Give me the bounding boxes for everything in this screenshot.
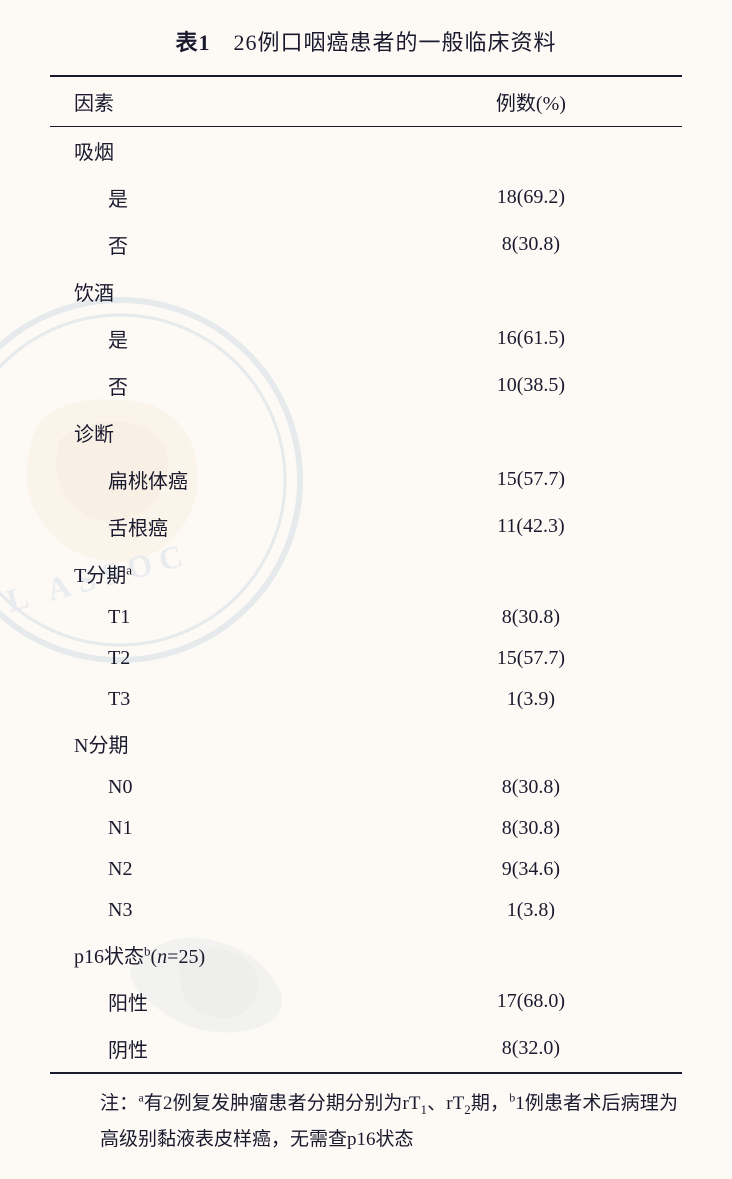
row-label: T1 [50, 597, 420, 638]
category-row: 诊断 [50, 409, 682, 456]
data-row: 扁桃体癌15(57.7) [50, 456, 682, 503]
data-row: 否10(38.5) [50, 362, 682, 409]
category-label: 诊断 [50, 409, 420, 456]
row-value: 9(34.6) [420, 849, 682, 890]
empty-cell [420, 720, 682, 767]
row-label: 是 [50, 315, 420, 362]
row-value: 1(3.8) [420, 890, 682, 931]
data-row: N18(30.8) [50, 808, 682, 849]
category-row: 饮酒 [50, 268, 682, 315]
data-row: 阴性8(32.0) [50, 1025, 682, 1073]
row-label: T3 [50, 679, 420, 720]
data-row: T215(57.7) [50, 638, 682, 679]
data-row: 否8(30.8) [50, 221, 682, 268]
row-label: T2 [50, 638, 420, 679]
row-value: 8(30.8) [420, 597, 682, 638]
category-label: T分期a [50, 550, 420, 597]
table-title: 表1 26例口咽癌患者的一般临床资料 [50, 25, 682, 57]
row-label: N0 [50, 767, 420, 808]
row-label: 否 [50, 362, 420, 409]
category-suffix: (n=25) [151, 946, 206, 968]
table-footnote: 注：a有2例复发肿瘤患者分期分别为rT1、rT2期，b1例患者术后病理为高级别黏… [50, 1086, 682, 1159]
category-label: p16状态b(n=25) [50, 931, 420, 978]
row-value: 10(38.5) [420, 362, 682, 409]
row-value: 17(68.0) [420, 978, 682, 1025]
data-row: N31(3.8) [50, 890, 682, 931]
row-label: N1 [50, 808, 420, 849]
data-row: 是18(69.2) [50, 174, 682, 221]
row-label: N2 [50, 849, 420, 890]
row-label: 阴性 [50, 1025, 420, 1073]
data-row: N29(34.6) [50, 849, 682, 890]
category-label: 吸烟 [50, 127, 420, 175]
row-value: 8(32.0) [420, 1025, 682, 1073]
row-value: 15(57.7) [420, 456, 682, 503]
category-row: N分期 [50, 720, 682, 767]
data-row: 阳性17(68.0) [50, 978, 682, 1025]
category-label: N分期 [50, 720, 420, 767]
category-label: 饮酒 [50, 268, 420, 315]
header-factor: 因素 [50, 76, 420, 127]
row-value: 8(30.8) [420, 808, 682, 849]
data-row: T18(30.8) [50, 597, 682, 638]
row-value: 1(3.9) [420, 679, 682, 720]
category-row: p16状态b(n=25) [50, 931, 682, 978]
data-row: T31(3.9) [50, 679, 682, 720]
row-label: 扁桃体癌 [50, 456, 420, 503]
empty-cell [420, 931, 682, 978]
header-count: 例数(%) [420, 76, 682, 127]
empty-cell [420, 550, 682, 597]
clinical-data-table: 因素 例数(%) 吸烟是18(69.2)否8(30.8)饮酒是16(61.5)否… [50, 75, 682, 1074]
category-row: T分期a [50, 550, 682, 597]
category-row: 吸烟 [50, 127, 682, 175]
row-value: 11(42.3) [420, 503, 682, 550]
table-header-row: 因素 例数(%) [50, 76, 682, 127]
empty-cell [420, 409, 682, 456]
row-value: 8(30.8) [420, 221, 682, 268]
empty-cell [420, 127, 682, 175]
row-label: 舌根癌 [50, 503, 420, 550]
row-value: 15(57.7) [420, 638, 682, 679]
empty-cell [420, 268, 682, 315]
row-value: 18(69.2) [420, 174, 682, 221]
row-label: 是 [50, 174, 420, 221]
row-label: 阳性 [50, 978, 420, 1025]
row-label: N3 [50, 890, 420, 931]
title-text: 26例口咽癌患者的一般临床资料 [234, 30, 557, 55]
title-prefix: 表1 [175, 30, 210, 55]
data-row: N08(30.8) [50, 767, 682, 808]
row-value: 8(30.8) [420, 767, 682, 808]
row-label: 否 [50, 221, 420, 268]
data-row: 舌根癌11(42.3) [50, 503, 682, 550]
superscript: a [126, 562, 132, 577]
data-row: 是16(61.5) [50, 315, 682, 362]
row-value: 16(61.5) [420, 315, 682, 362]
